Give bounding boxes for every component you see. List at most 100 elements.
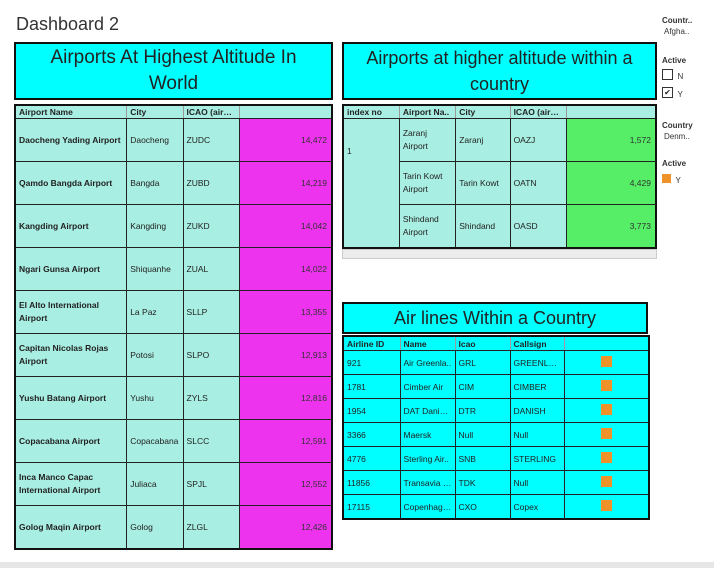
column-header[interactable]: Airline ID [343, 336, 401, 351]
country-filter-2-value[interactable]: Denm.. [664, 132, 690, 141]
altitude-cell: 12,591 [239, 419, 333, 463]
column-header[interactable]: Callsign [510, 336, 565, 351]
column-header[interactable]: City [455, 105, 511, 119]
active-marker-cell [564, 350, 650, 375]
city-cell: Juliaca [126, 462, 184, 506]
column-header[interactable]: Airport Na.. [399, 105, 457, 119]
country-filter-2[interactable]: Country Denm.. [662, 121, 712, 141]
bottom-scrollbar[interactable] [0, 562, 714, 568]
city-cell: Shindand [455, 204, 511, 249]
icao-cell: TDK [455, 470, 511, 495]
column-header[interactable]: Icao [455, 336, 511, 351]
country-filter-1-value[interactable]: Afgha.. [664, 27, 690, 36]
column-header[interactable] [239, 105, 333, 119]
table-row[interactable]: 17115 Copenhage.. CXO Copex [343, 494, 650, 520]
active-option-n-label: N [677, 72, 684, 81]
column-header[interactable]: City [126, 105, 184, 119]
airport-name-cell: Kangding Airport [15, 204, 128, 248]
callsign-cell: STERLING [510, 446, 565, 471]
callsign-cell: DANISH [510, 398, 565, 423]
active-marker-cell [564, 446, 650, 471]
table-row[interactable]: 921 Air Greenla.. GRL GREENLAND [343, 350, 650, 375]
column-header[interactable]: Name [400, 336, 456, 351]
table-row[interactable]: El Alto International Airport La Paz SLLP 1… [15, 290, 333, 334]
column-header[interactable] [564, 336, 650, 351]
table-row[interactable]: Kangding Airport Kangding ZUKD 14,042 [15, 204, 333, 248]
country-filter-1-label: Countr.. [662, 16, 693, 25]
active-filter-1-label: Active [662, 56, 687, 65]
city-cell: Shiquanhe [126, 247, 184, 291]
airport-name-cell: Yushu Batang Airport [15, 376, 128, 420]
country-filter-1[interactable]: Countr.. Afgha.. [662, 16, 712, 36]
active-marker-cell [564, 494, 650, 520]
table-row[interactable]: Yushu Batang Airport Yushu ZYLS 12,816 [15, 376, 333, 420]
legend-item-y[interactable]: Y [662, 170, 712, 188]
airline-id-cell: 11856 [343, 470, 401, 495]
column-header[interactable]: index no [343, 105, 400, 119]
city-cell: Potosi [126, 333, 184, 377]
column-header[interactable]: ICAO (airpo.. [183, 105, 240, 119]
table-row[interactable]: Inca Manco Capac International Airport Ju… [15, 462, 333, 506]
airline-name-cell: Sterling Air.. [400, 446, 456, 471]
active-option-y[interactable]: ✔ Y [662, 84, 712, 102]
active-option-n[interactable]: N [662, 66, 712, 84]
table-row[interactable]: 1781 Cimber Air CIM CIMBER [343, 374, 650, 399]
altitude-cell: 12,816 [239, 376, 333, 420]
column-header[interactable] [566, 105, 657, 119]
altitude-cell: 1,572 [566, 118, 657, 162]
table-row[interactable]: 11856 Transavia D.. TDK Null [343, 470, 650, 495]
icao-cell: SPJL [183, 462, 240, 506]
table-row[interactable]: Copacabana Airport Copacabana SLCC 12,591 [15, 419, 333, 463]
altitude-cell: 12,426 [239, 505, 333, 550]
airport-name-cell: Golog Maqin Airport [15, 505, 128, 550]
horizontal-scrollbar[interactable] [342, 249, 657, 259]
airport-name-cell: Copacabana Airport [15, 419, 128, 463]
table-row[interactable]: Ngari Gunsa Airport Shiquanhe ZUAL 14,022 [15, 247, 333, 291]
callsign-cell: GREENLAND [510, 350, 565, 375]
checkbox-n[interactable] [662, 69, 673, 81]
column-header[interactable]: ICAO (airpo.. [510, 105, 567, 119]
icao-cell: ZLGL [183, 505, 240, 550]
icao-cell: OATN [510, 161, 567, 205]
table-row[interactable]: Golog Maqin Airport Golog ZLGL 12,426 [15, 505, 333, 550]
orange-square-icon [600, 356, 612, 367]
callsign-cell: Null [510, 470, 565, 495]
orange-square-icon [600, 404, 612, 415]
airline-name-cell: DAT Danish .. [400, 398, 456, 423]
airline-id-cell: 1781 [343, 374, 401, 399]
icao-cell: Null [455, 422, 511, 447]
highest-altitude-table: Airport Name City ICAO (airpo.. Daocheng Y… [14, 104, 333, 550]
table-row[interactable]: Tarin Kowt Airport Tarin Kowt OATN 4,429 [343, 161, 657, 205]
column-header[interactable]: Airport Name [15, 105, 128, 119]
airline-name-cell: Air Greenla.. [400, 350, 456, 375]
table-row[interactable]: 1954 DAT Danish .. DTR DANISH [343, 398, 650, 423]
city-cell: Bangda [126, 161, 184, 205]
table-row[interactable]: 4776 Sterling Air.. SNB STERLING [343, 446, 650, 471]
orange-square-icon [600, 452, 612, 463]
icao-cell: ZUDC [183, 118, 240, 162]
table-row[interactable]: Daocheng Yading Airport Daocheng ZUDC 14,47… [15, 118, 333, 162]
table-row[interactable]: 1 Zaranj Airport Zaranj OAZJ 1,572 [343, 118, 657, 249]
orange-square-icon [600, 428, 612, 439]
table-row[interactable]: Shindand Airport Shindand OASD 3,773 [343, 204, 657, 249]
icao-cell: ZYLS [183, 376, 240, 420]
highest-title-line1: Airports At Highest Altitude In [50, 47, 297, 68]
legend-item-y-label: Y [675, 176, 681, 185]
airport-name-cell: Inca Manco Capac International Airport [15, 462, 128, 506]
altitude-cell: 4,429 [566, 161, 657, 205]
orange-square-icon [600, 476, 612, 487]
table-row[interactable]: 3366 Maersk Null Null [343, 422, 650, 447]
city-cell: Yushu [126, 376, 184, 420]
altitude-cell: 12,913 [239, 333, 333, 377]
table-row[interactable]: Capitan Nicolas Rojas Airport Potosi SLPO 1… [15, 333, 333, 377]
orange-square-icon [600, 380, 612, 391]
city-cell: Kangding [126, 204, 184, 248]
airline-name-cell: Maersk [400, 422, 456, 447]
icao-cell: SLLP [183, 290, 240, 334]
city-cell: Daocheng [126, 118, 184, 162]
table-row[interactable]: Qamdo Bangda Airport Bangda ZUBD 14,219 [15, 161, 333, 205]
airport-name-cell: Ngari Gunsa Airport [15, 247, 128, 291]
callsign-cell: Null [510, 422, 565, 447]
check-icon[interactable]: ✔ [662, 87, 673, 99]
airline-id-cell: 17115 [343, 494, 401, 520]
